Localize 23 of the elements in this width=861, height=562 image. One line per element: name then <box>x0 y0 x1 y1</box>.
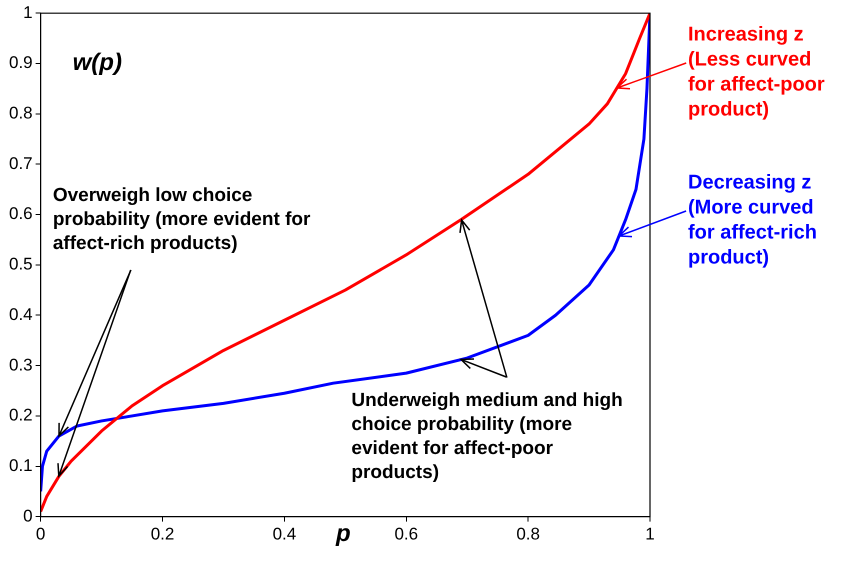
y-tick-label: 0.6 <box>8 204 33 224</box>
x-tick-label: 0 <box>36 524 46 544</box>
x-tick-label: 0.6 <box>394 524 418 544</box>
y-tick-label: 0.7 <box>8 154 33 173</box>
y-tick-label: 0.3 <box>8 355 33 374</box>
x-tick-label: 1 <box>645 524 655 544</box>
x-tick-label: 0.4 <box>272 524 296 544</box>
x-tick-label: 0.8 <box>516 524 540 544</box>
y-tick-label: 0.8 <box>8 104 33 123</box>
legend-label: Increasing z (Less curved for affect-poor product) <box>688 24 825 121</box>
legend-label: Decreasing z (More curved for affect-rich product) <box>688 172 817 269</box>
y-tick-label: 0 <box>23 506 33 526</box>
annotation: Overweigh low choice probability (more evident for affect-rich products) <box>52 184 312 254</box>
y-tick-label: 0.1 <box>8 456 33 475</box>
y-tick-label: 0.4 <box>8 304 33 324</box>
y-tick-label: 0.5 <box>8 254 33 274</box>
y-tick-label: 0.2 <box>8 406 33 425</box>
x-axis-title: p <box>334 520 351 548</box>
y-tick-label: 1 <box>23 2 33 22</box>
y-axis-title: w(p) <box>72 49 122 76</box>
annotation: Underweigh medium and high choice probability (more evident for affect-poor products) <box>351 390 623 483</box>
x-tick-label: 0.2 <box>150 524 174 544</box>
y-tick-label: 0.9 <box>8 53 33 72</box>
